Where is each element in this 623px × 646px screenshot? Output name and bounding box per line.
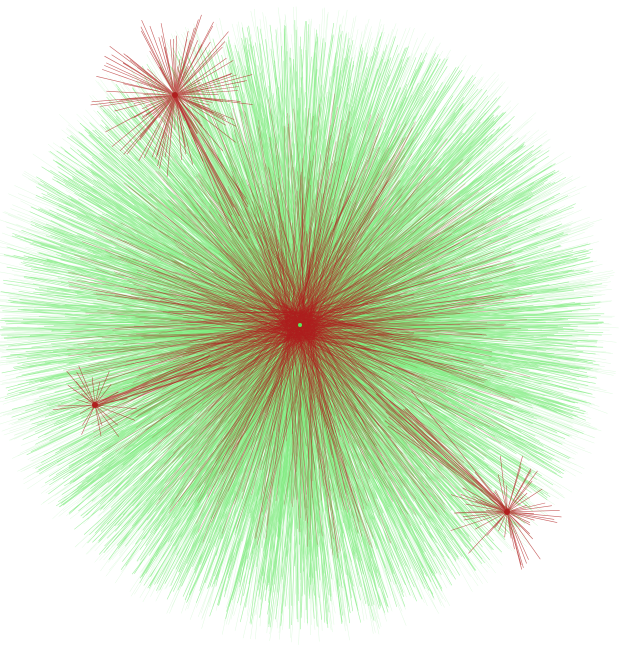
- bottom-right-hub-node: [504, 509, 510, 515]
- bottom-right-hub-link-edges: [375, 390, 510, 515]
- hub-layer: [92, 92, 510, 515]
- top-left-hub-node: [172, 92, 178, 98]
- central-hub-core-edges: [84, 109, 518, 544]
- bottom-right-hub-edges: [450, 455, 562, 570]
- central-hub-green-edges: [0, 20, 605, 630]
- left-minor-hub-node: [92, 402, 98, 408]
- main-edge-layer: [0, 20, 605, 630]
- central-hub-node: [298, 323, 302, 327]
- central-hub-red-edges: [65, 93, 533, 559]
- red-edge-layer: [52, 14, 562, 570]
- left-minor-hub-link-edges: [91, 354, 228, 408]
- top-left-hub-link-edges: [171, 92, 250, 239]
